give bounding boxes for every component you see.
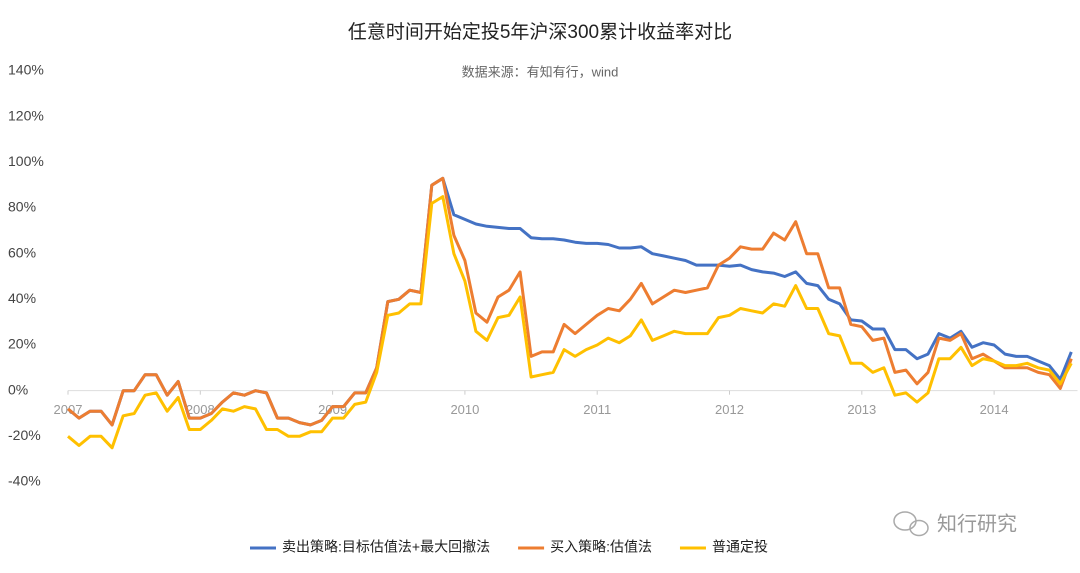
x-tick-label: 2010 <box>450 402 479 417</box>
y-tick-label: 120% <box>8 107 44 123</box>
y-tick-label: 100% <box>8 153 44 169</box>
chart-subtitle: 数据来源：有知有行，wind <box>462 64 619 79</box>
y-tick-label: 80% <box>8 199 36 215</box>
y-tick-label: 60% <box>8 244 36 260</box>
legend-label: 买入策略:估值法 <box>550 539 652 555</box>
series-line <box>67 176 1073 427</box>
y-tick-label: 20% <box>8 336 36 352</box>
legend-label: 普通定投 <box>712 539 768 555</box>
watermark-icon <box>893 511 929 537</box>
y-tick-label: 0% <box>8 381 28 397</box>
x-tick-label: 2011 <box>583 402 611 417</box>
chart-title: 任意时间开始定投5年沪深300累计收益率对比 <box>348 21 732 43</box>
y-tick-label: 40% <box>8 290 36 306</box>
x-tick-label: 2012 <box>715 402 744 417</box>
x-tick-label: 2014 <box>980 402 1009 417</box>
y-tick-label: -40% <box>8 473 41 489</box>
watermark: 知行研究 <box>937 512 1017 535</box>
x-tick-label: 2009 <box>318 402 347 417</box>
y-tick-label: -20% <box>8 427 41 443</box>
x-tick-label: 2008 <box>186 402 215 417</box>
x-tick-label: 2013 <box>847 402 876 417</box>
series-line <box>67 195 1073 450</box>
y-tick-label: 140% <box>8 62 44 78</box>
legend-label: 卖出策略:目标估值法+最大回撤法 <box>282 539 490 555</box>
